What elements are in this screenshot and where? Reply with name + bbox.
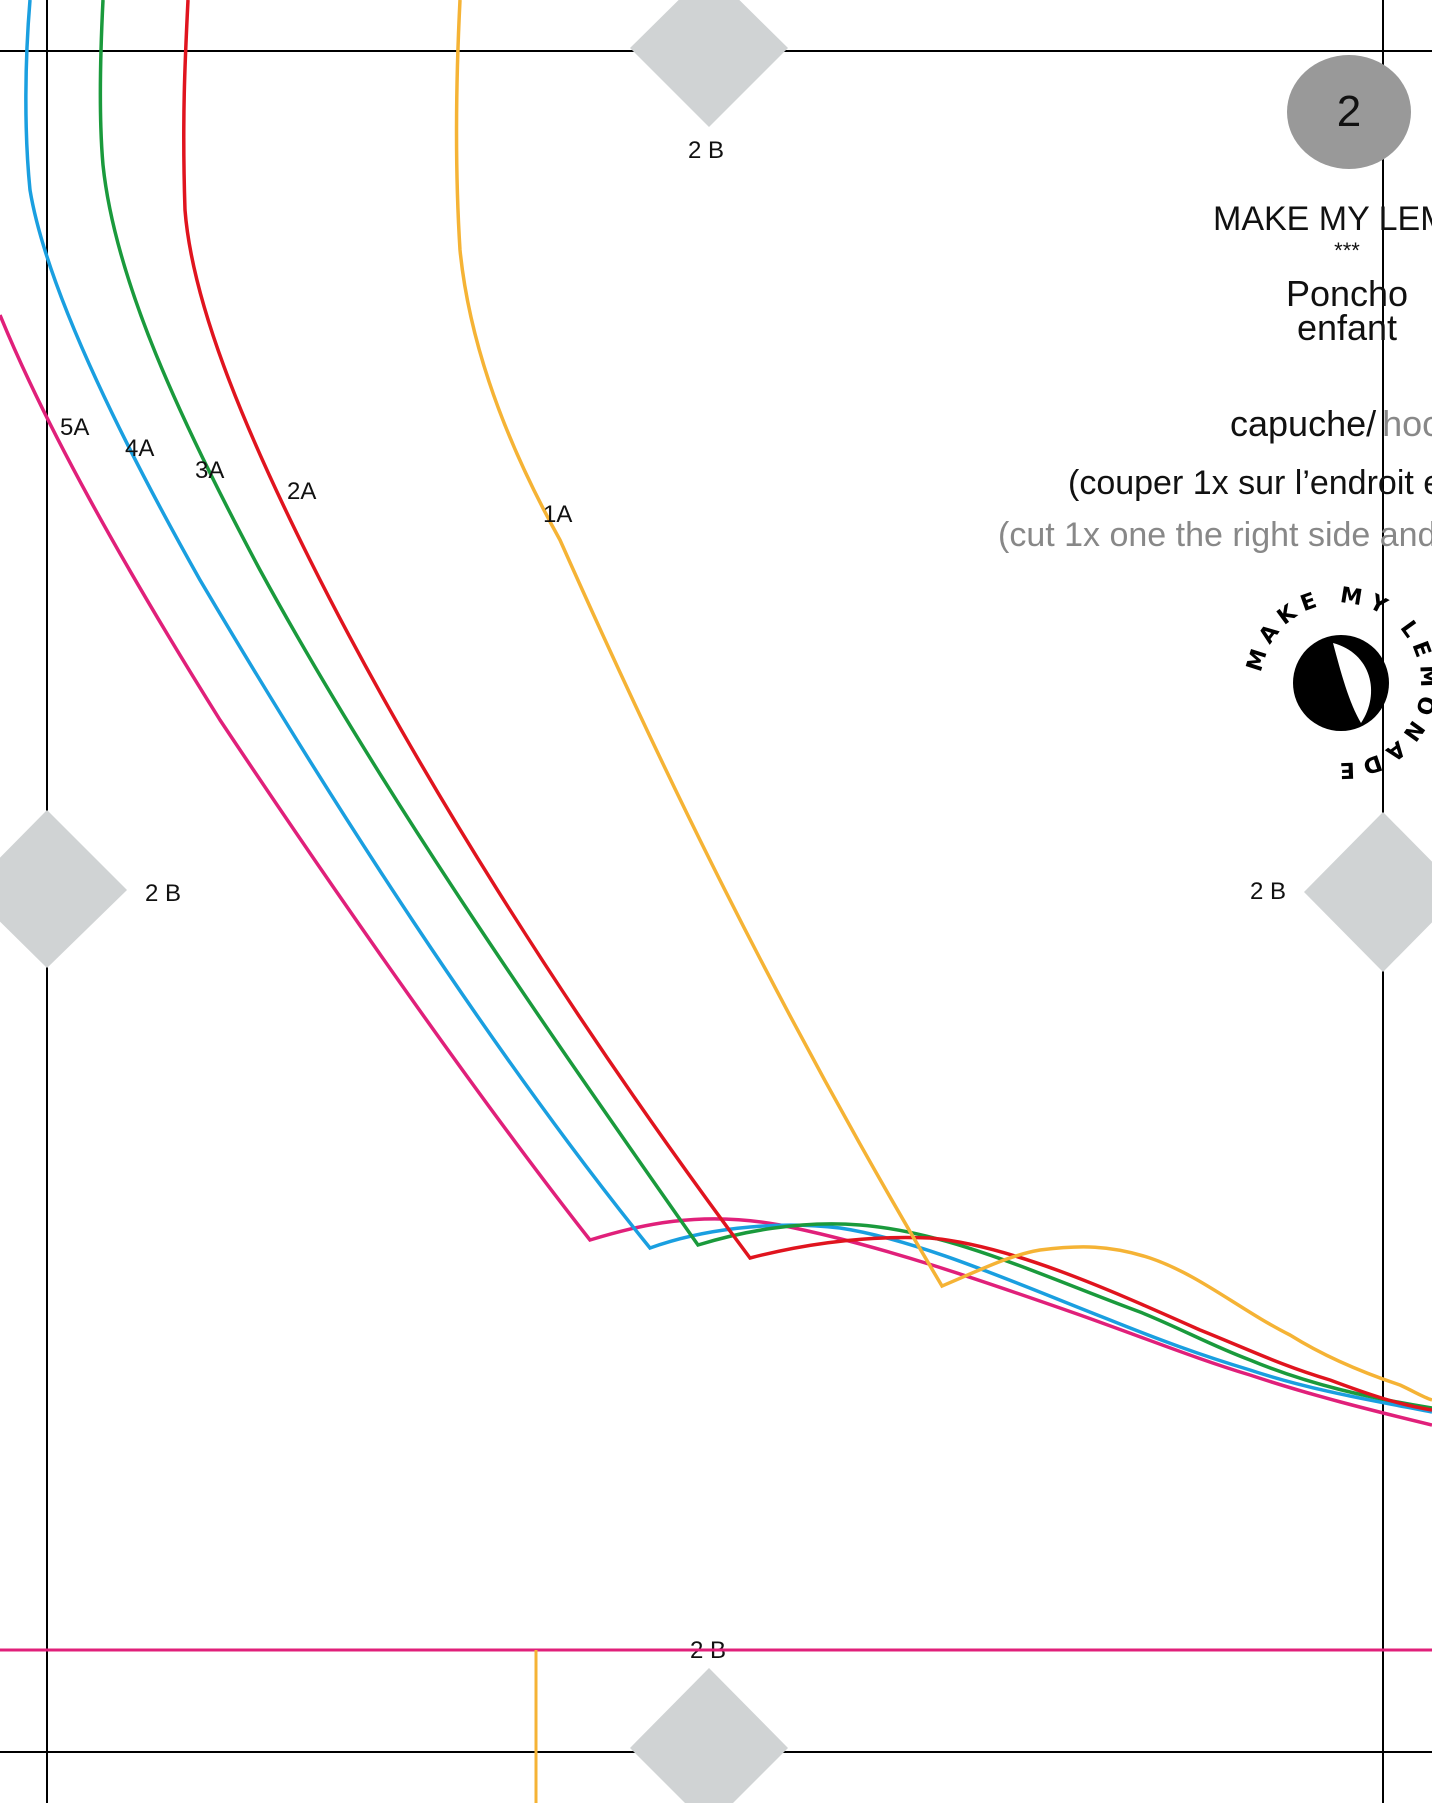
- diamond-bottom: [630, 1668, 788, 1803]
- size-label-1a: 1A: [543, 501, 572, 528]
- curve-3a: [98, 0, 1432, 1410]
- piece-name-fr: capuche/: [1230, 403, 1376, 444]
- size-curves: [0, 0, 1432, 1427]
- piece-name: capuche/hood: [1230, 403, 1432, 444]
- brand-name: MAKE MY LEMON: [1213, 200, 1432, 238]
- size-label-3a: 3A: [195, 457, 224, 484]
- product-line-1: Poncho: [1286, 273, 1408, 314]
- diamond-top: [630, 0, 788, 127]
- diamond-left: [0, 810, 127, 968]
- logo-lemon-highlight: [1333, 643, 1372, 723]
- size-label-4a: 4A: [125, 435, 154, 462]
- curve-4a: [24, 0, 1432, 1414]
- curve-1a: [454, 0, 1432, 1402]
- size-label-5a: 5A: [60, 414, 89, 441]
- piece-name-en: hood: [1382, 403, 1432, 444]
- page-number: 2: [1337, 87, 1361, 136]
- diamond-right: [1304, 812, 1432, 972]
- marker-top: 2 B: [688, 137, 724, 164]
- title-separator: ***: [1334, 238, 1360, 263]
- cut-instruction-fr: (couper 1x sur l’endroit et 1: [1068, 464, 1432, 502]
- marker-right: 2 B: [1250, 878, 1286, 905]
- brand-logo: MAKE MY LEMONADE: [1242, 583, 1432, 782]
- curve-2a: [182, 0, 1432, 1412]
- cut-instruction-en: (cut 1x one the right side and 1x: [998, 516, 1432, 554]
- marker-left: 2 B: [145, 880, 181, 907]
- product-line-2: enfant: [1297, 307, 1397, 348]
- size-label-2a: 2A: [287, 478, 316, 505]
- curve-5a: [0, 314, 1432, 1427]
- page-number-badge: [1287, 55, 1411, 169]
